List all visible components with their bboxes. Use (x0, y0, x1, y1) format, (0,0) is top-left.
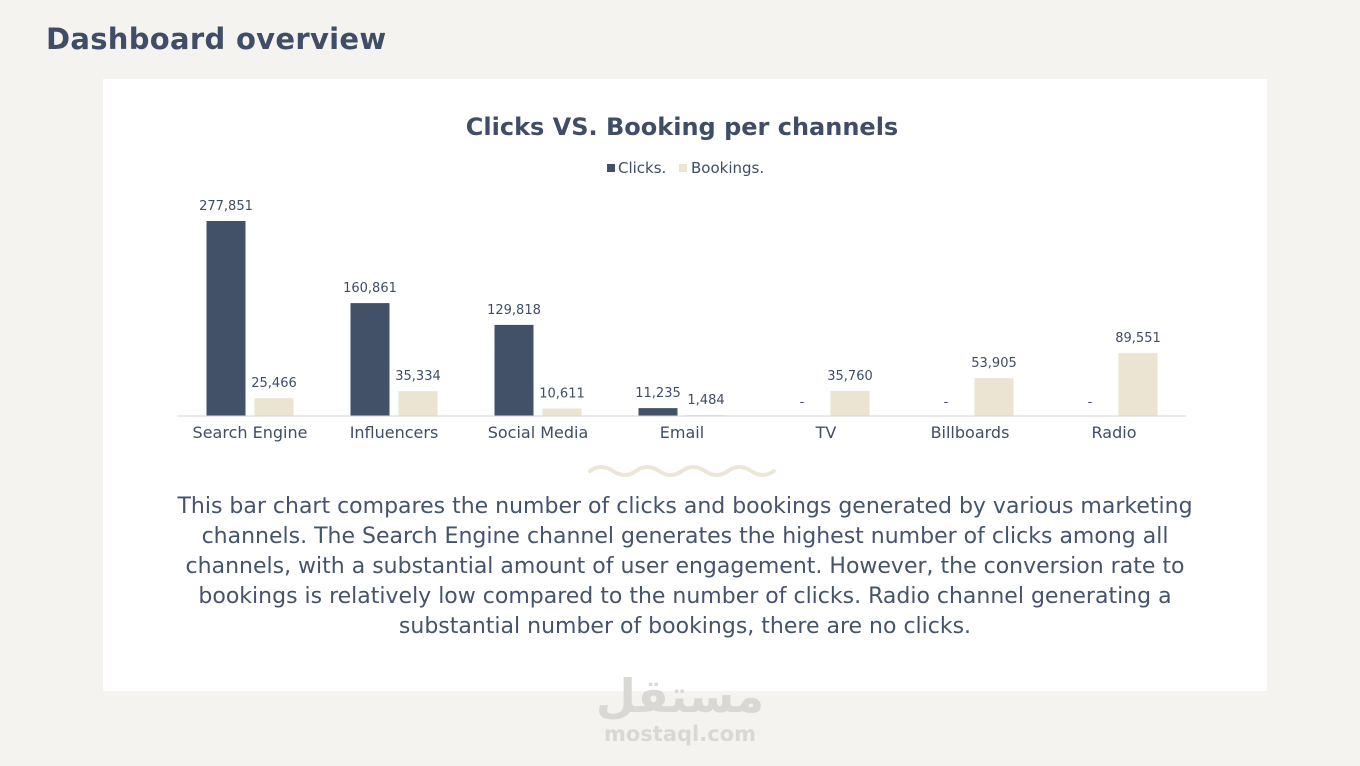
data-label-clicks-social-media: 129,818 (487, 303, 541, 318)
bar-bookings-billboards (974, 378, 1014, 416)
bar-clicks-influencers (350, 303, 390, 416)
bar-clicks-social-media (494, 324, 534, 416)
legend-label-clicks: Clicks. (618, 159, 666, 177)
data-label-bookings-radio: 89,551 (1115, 331, 1161, 346)
category-label-social-media: Social Media (488, 423, 589, 442)
data-label-bookings-email: 1,484 (687, 393, 724, 408)
data-label-clicks-influencers: 160,861 (343, 281, 397, 296)
bar-clicks-search-engine (206, 221, 246, 416)
bar-bookings-email (686, 414, 726, 416)
bar-bookings-radio (1118, 353, 1158, 416)
chart-description: This bar chart compares the number of cl… (177, 494, 1193, 639)
legend-swatch-clicks (607, 164, 615, 172)
legend-label-bookings: Bookings. (691, 159, 764, 177)
bar-bookings-social-media (542, 408, 582, 416)
data-label-bookings-billboards: 53,905 (971, 356, 1017, 371)
data-label-clicks-billboards: - (944, 395, 949, 410)
data-label-bookings-social-media: 10,611 (539, 387, 585, 402)
watermark-logo: مستقل mostaql.com (560, 670, 800, 746)
bar-clicks-email (638, 408, 678, 416)
data-label-bookings-tv: 35,760 (827, 369, 873, 384)
chart-card: Clicks VS. Booking per channels Clicks. B… (103, 79, 1267, 691)
data-label-clicks-search-engine: 277,851 (199, 199, 253, 214)
bar-chart: Clicks VS. Booking per channels Clicks. B… (177, 113, 1186, 477)
category-labels: Search Engine Influencers Social Media Emai… (193, 423, 1137, 442)
chart-title: Clicks VS. Booking per channels (466, 113, 898, 141)
category-label-radio: Radio (1092, 423, 1137, 442)
category-label-billboards: Billboards (931, 423, 1010, 442)
data-label-bookings-influencers: 35,334 (395, 369, 441, 384)
chart-bars: 277,851 25,466 160,861 35,334 129,818 10,611 1… (199, 199, 1161, 416)
wave-divider (588, 465, 776, 477)
watermark-arabic-text: مستقل (595, 669, 765, 723)
category-label-influencers: Influencers (350, 423, 439, 442)
legend-swatch-bookings (679, 164, 687, 172)
data-label-clicks-email: 11,235 (635, 386, 681, 401)
category-label-tv: TV (815, 423, 837, 442)
chart-legend: Clicks. Bookings. (607, 159, 764, 177)
data-label-clicks-radio: - (1088, 395, 1093, 410)
watermark-latin-text: mostaql.com (604, 722, 756, 746)
page-title: Dashboard overview (46, 22, 387, 56)
category-label-email: Email (660, 423, 704, 442)
data-label-clicks-tv: - (800, 395, 805, 410)
bar-bookings-search-engine (254, 398, 294, 416)
bar-bookings-influencers (398, 391, 438, 416)
category-label-search-engine: Search Engine (193, 423, 308, 442)
data-label-bookings-search-engine: 25,466 (251, 376, 297, 391)
bar-bookings-tv (830, 390, 870, 416)
